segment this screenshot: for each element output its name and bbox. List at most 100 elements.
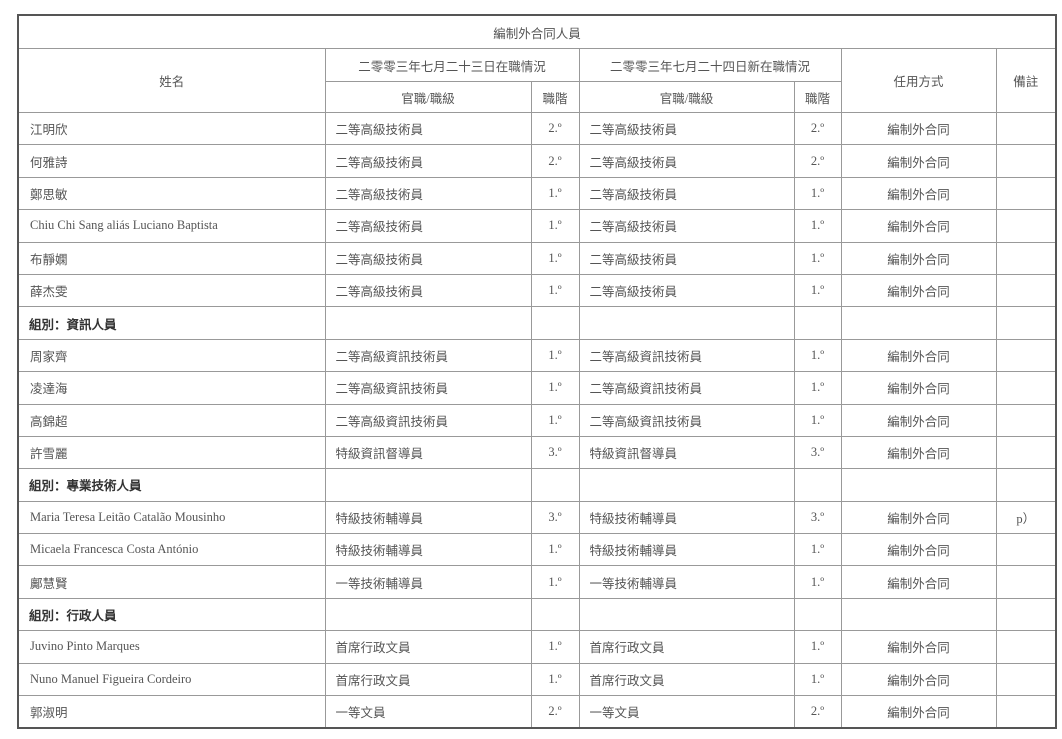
cell-mode: 編制外合同 [840, 273, 997, 308]
group-label: 組別：行政人員 [17, 597, 326, 632]
cell-grade1: 1.º [530, 630, 580, 664]
cell-name: 鄭思敏 [17, 176, 326, 211]
cell-grade2: 3.º [793, 435, 842, 470]
cell-rank2: 特級資訊督導員 [578, 435, 795, 470]
cell-grade2: 1.º [793, 662, 842, 697]
cell-rank2: 二等高級技術員 [578, 241, 795, 275]
staff-table: 編制外合同人員 姓名 二零零三年七月二十三日在職情況 二零零三年七月二十四日新在… [17, 14, 1058, 730]
header-grade1: 職階 [530, 81, 580, 113]
header-grade2: 職階 [793, 81, 842, 113]
cell-remarks [995, 144, 1057, 178]
cell-name: 許雪麗 [17, 435, 326, 470]
cell-grade1: 1.º [530, 371, 580, 405]
table-row: 江明欣 二等高級技術員 2.º 二等高級技術員 2.º 編制外合同 [17, 111, 1057, 146]
empty-cell [324, 597, 532, 632]
empty-cell [324, 468, 532, 502]
cell-grade1: 1.º [530, 176, 580, 211]
cell-grade2: 1.º [793, 273, 842, 308]
cell-remarks [995, 630, 1057, 664]
empty-cell [793, 468, 842, 502]
table-row: Nuno Manuel Figueira Cordeiro 首席行政文員 1.º 首席… [17, 662, 1057, 697]
empty-cell [995, 306, 1057, 340]
cell-grade2: 3.º [793, 500, 842, 535]
cell-mode: 編制外合同 [840, 371, 997, 405]
cell-name: 高錦超 [17, 403, 326, 437]
cell-grade1: 1.º [530, 273, 580, 308]
cell-name: 周家齊 [17, 338, 326, 373]
empty-cell [530, 306, 580, 340]
group-label: 組別：專業技術人員 [17, 468, 326, 502]
cell-remarks [995, 176, 1057, 211]
cell-grade2: 2.º [793, 695, 842, 729]
cell-rank1: 二等高級資訊技術員 [324, 371, 532, 405]
table-row: 何雅詩 二等高級技術員 2.º 二等高級技術員 2.º 編制外合同 [17, 144, 1057, 178]
header-rank2: 官職/職級 [578, 81, 795, 113]
cell-rank2: 一等技術輔導員 [578, 565, 795, 599]
cell-grade2: 1.º [793, 371, 842, 405]
cell-rank1: 首席行政文員 [324, 662, 532, 697]
cell-name: 江明欣 [17, 111, 326, 146]
cell-name: 凌達海 [17, 371, 326, 405]
cell-name: 郭淑明 [17, 695, 326, 729]
cell-rank2: 特級技術輔導員 [578, 500, 795, 535]
cell-rank2: 二等高級資訊技術員 [578, 371, 795, 405]
cell-name: 何雅詩 [17, 144, 326, 178]
cell-rank2: 特級技術輔導員 [578, 533, 795, 567]
table-title: 編制外合同人員 [17, 14, 1057, 49]
table-row: 周家齊 二等高級資訊技術員 1.º 二等高級資訊技術員 1.º 編制外合同 [17, 338, 1057, 373]
empty-cell [995, 468, 1057, 502]
header-period2: 二零零三年七月二十四日新在職情況 [578, 48, 842, 82]
cell-mode: 編制外合同 [840, 111, 997, 146]
cell-rank2: 二等高級技術員 [578, 111, 795, 146]
cell-name: Juvino Pinto Marques [17, 630, 326, 664]
cell-remarks [995, 533, 1057, 567]
cell-grade1: 2.º [530, 695, 580, 729]
header-remarks: 備註 [995, 48, 1057, 113]
cell-rank1: 特級資訊督導員 [324, 435, 532, 470]
cell-rank2: 二等高級資訊技術員 [578, 338, 795, 373]
empty-cell [840, 597, 997, 632]
cell-name: Nuno Manuel Figueira Cordeiro [17, 662, 326, 697]
empty-cell [578, 306, 795, 340]
cell-rank1: 二等高級技術員 [324, 273, 532, 308]
group-label: 組別：資訊人員 [17, 306, 326, 340]
cell-remarks [995, 273, 1057, 308]
cell-grade1: 1.º [530, 403, 580, 437]
cell-grade2: 1.º [793, 403, 842, 437]
cell-rank2: 首席行政文員 [578, 630, 795, 664]
group-row: 組別：行政人員 [17, 597, 1057, 632]
table-row: Juvino Pinto Marques 首席行政文員 1.º 首席行政文員 1.º 編制… [17, 630, 1057, 664]
cell-mode: 編制外合同 [840, 695, 997, 729]
cell-remarks [995, 209, 1057, 243]
cell-name: Maria Teresa Leitão Catalão Mousinho [17, 500, 326, 535]
cell-rank1: 二等高級資訊技術員 [324, 403, 532, 437]
group-row: 組別：專業技術人員 [17, 468, 1057, 502]
cell-mode: 編制外合同 [840, 209, 997, 243]
cell-rank1: 二等高級技術員 [324, 176, 532, 211]
cell-remarks [995, 241, 1057, 275]
cell-mode: 編制外合同 [840, 630, 997, 664]
cell-rank1: 首席行政文員 [324, 630, 532, 664]
cell-rank2: 二等高級技術員 [578, 273, 795, 308]
cell-name: Micaela Francesca Costa António [17, 533, 326, 567]
header-period1: 二零零三年七月二十三日在職情況 [324, 48, 580, 82]
cell-mode: 編制外合同 [840, 500, 997, 535]
cell-grade2: 1.º [793, 533, 842, 567]
table-row: Chiu Chi Sang aliás Luciano Baptista 二等高級… [17, 209, 1057, 243]
cell-rank1: 一等技術輔導員 [324, 565, 532, 599]
table-row: 薛杰雯 二等高級技術員 1.º 二等高級技術員 1.º 編制外合同 [17, 273, 1057, 308]
cell-rank2: 二等高級技術員 [578, 144, 795, 178]
empty-cell [995, 597, 1057, 632]
cell-rank1: 二等高級技術員 [324, 111, 532, 146]
empty-cell [840, 468, 997, 502]
cell-grade2: 2.º [793, 111, 842, 146]
cell-rank1: 二等高級技術員 [324, 144, 532, 178]
table-row: Micaela Francesca Costa António 特級技術輔導員 1.… [17, 533, 1057, 567]
cell-grade1: 1.º [530, 338, 580, 373]
cell-mode: 編制外合同 [840, 144, 997, 178]
table-row: 布靜嫻 二等高級技術員 1.º 二等高級技術員 1.º 編制外合同 [17, 241, 1057, 275]
table-row: Maria Teresa Leitão Catalão Mousinho 特級技術… [17, 500, 1057, 535]
cell-remarks [995, 565, 1057, 599]
cell-remarks [995, 662, 1057, 697]
cell-mode: 編制外合同 [840, 176, 997, 211]
